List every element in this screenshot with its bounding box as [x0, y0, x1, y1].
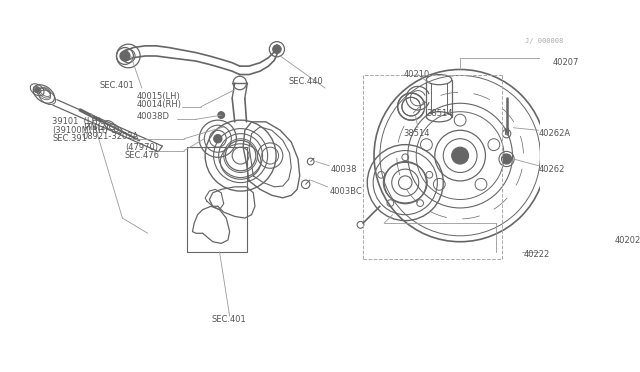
Circle shape	[120, 51, 130, 61]
Text: SEC.440: SEC.440	[289, 77, 323, 86]
Text: 39101  (LH): 39101 (LH)	[52, 117, 102, 126]
Text: SEC.401: SEC.401	[211, 315, 246, 324]
Text: 38514: 38514	[426, 109, 453, 118]
Text: 40202M: 40202M	[614, 235, 640, 244]
Circle shape	[35, 87, 40, 92]
Text: 40038D: 40038D	[137, 112, 170, 121]
Text: SEC.391: SEC.391	[52, 134, 87, 143]
Text: PIN(2): PIN(2)	[83, 123, 109, 132]
Circle shape	[214, 135, 222, 143]
Circle shape	[452, 147, 468, 164]
Text: 40210: 40210	[404, 70, 430, 79]
Circle shape	[218, 112, 225, 118]
Text: 40014(RH): 40014(RH)	[137, 100, 182, 109]
Text: 08921-3202A: 08921-3202A	[83, 132, 139, 141]
Text: 38514: 38514	[404, 129, 430, 138]
Text: 40262A: 40262A	[539, 129, 571, 138]
Text: 40262: 40262	[539, 166, 565, 174]
Text: J/ 000008: J/ 000008	[525, 38, 563, 44]
Text: 40038: 40038	[331, 166, 358, 174]
Text: 40015(LH): 40015(LH)	[137, 92, 180, 101]
Text: 40207: 40207	[553, 58, 579, 67]
Text: (47970): (47970)	[125, 143, 158, 152]
Circle shape	[502, 154, 511, 164]
Circle shape	[273, 45, 281, 54]
Text: (39100M(RH): (39100M(RH)	[52, 126, 108, 135]
Text: 4003BC: 4003BC	[329, 187, 362, 196]
Text: SEC.401: SEC.401	[100, 81, 134, 90]
Text: SEC.476: SEC.476	[125, 151, 160, 160]
Text: 40222: 40222	[524, 250, 550, 259]
